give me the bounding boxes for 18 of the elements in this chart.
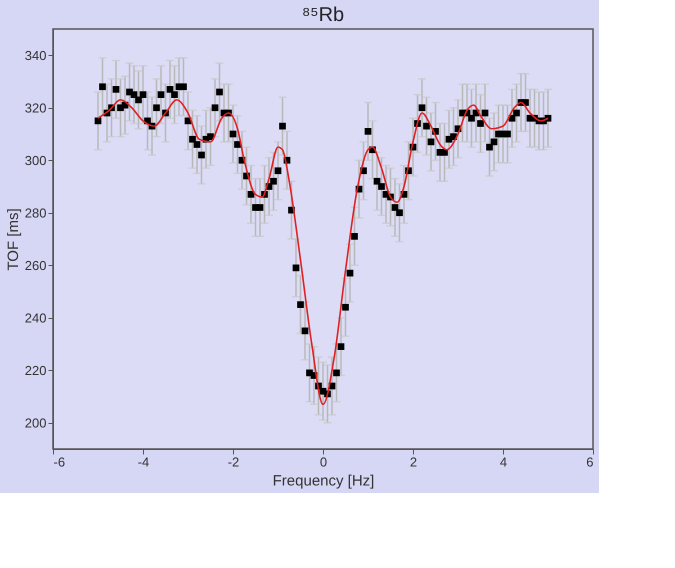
x-tick-label: -6 [54,454,66,470]
y-tick-label: 340 [24,48,46,63]
y-tick-label: 280 [24,205,46,220]
x-tick-label: 2 [410,454,418,470]
y-tick-label: 200 [24,415,46,430]
y-tick-label: 240 [24,310,46,326]
x-tick-label: -2 [228,454,240,470]
y-axis-title: TOF [ms] [4,208,22,271]
y-tick-label: 300 [24,152,46,168]
x-tick-label: 4 [500,454,508,470]
x-tick-label: 0 [320,454,328,470]
x-tick-label: 6 [586,454,594,470]
y-tick-label: 260 [24,258,46,273]
y-tick-label: 220 [24,362,46,378]
chart-title: ⁸⁵Rb [302,4,344,26]
x-axis-title: Frequency [Hz] [272,472,374,490]
x-tick-label: -4 [138,454,150,470]
y-tick-label: 320 [24,100,46,116]
